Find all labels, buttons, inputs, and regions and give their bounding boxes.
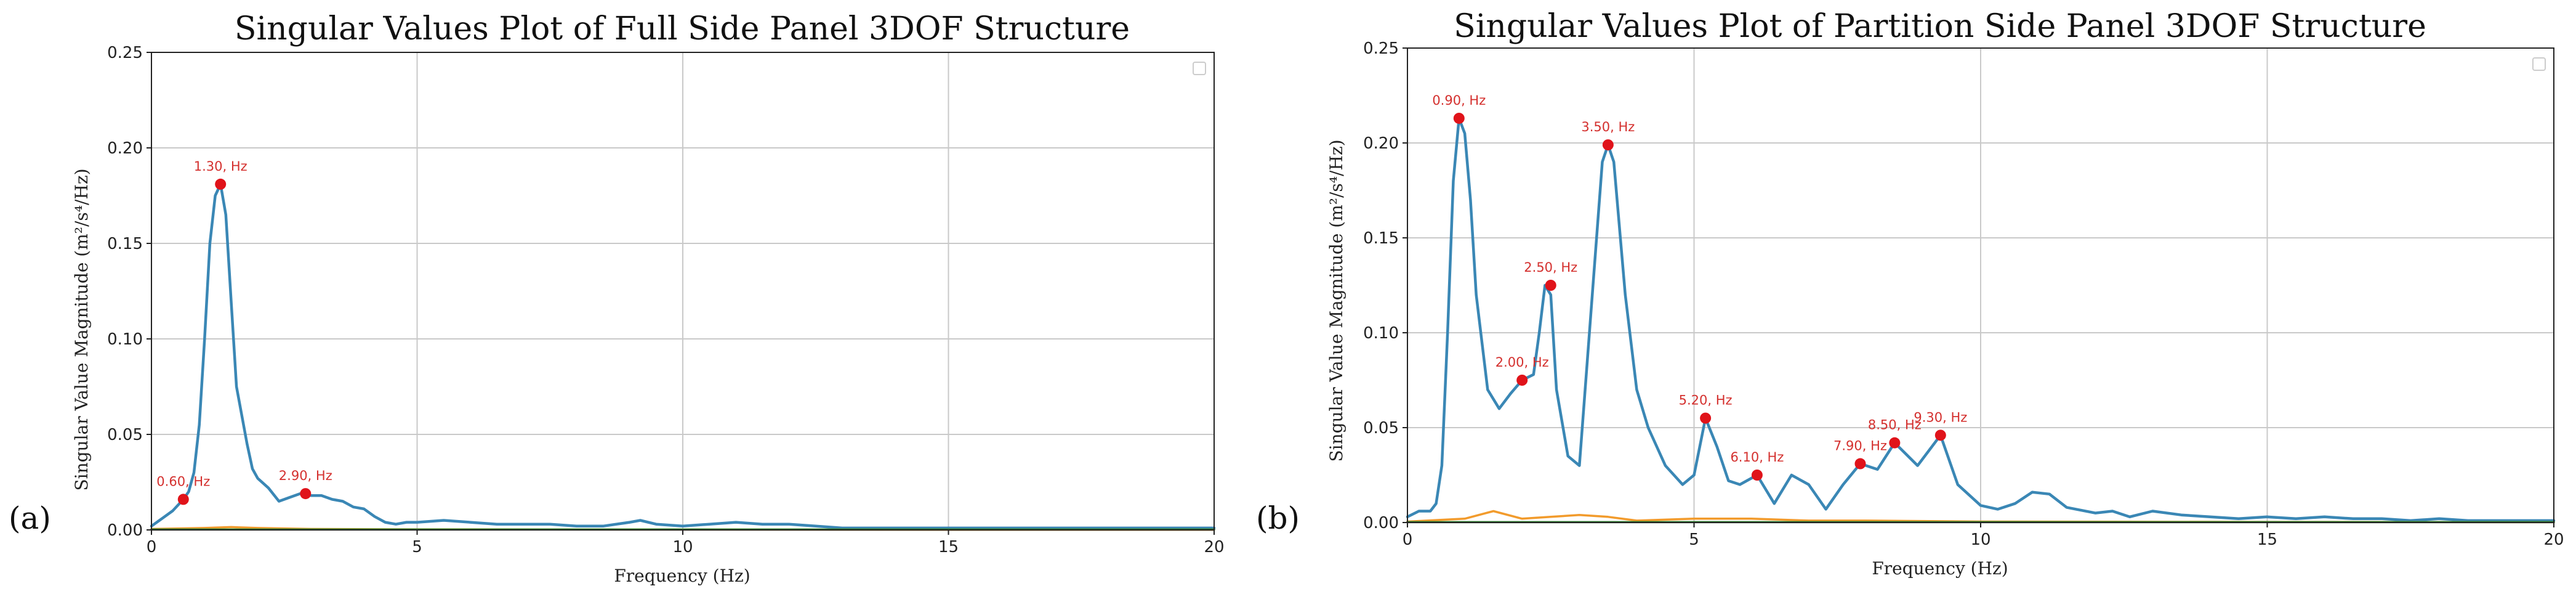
x-axis-label: Frequency (Hz) bbox=[614, 566, 750, 586]
peak-label: 8.50, Hz bbox=[1868, 418, 1922, 433]
peak-label: 2.90, Hz bbox=[279, 468, 332, 483]
y-axis-label: Singular Value Magnitude (m²/s⁴/Hz) bbox=[1326, 139, 1346, 462]
peak-label: 6.10, Hz bbox=[1730, 450, 1784, 465]
series-line-sv1 bbox=[150, 182, 1216, 530]
y-tick-label: 0.10 bbox=[107, 330, 143, 349]
peak-label: 3.50, Hz bbox=[1581, 120, 1635, 134]
y-tick-label: 0.25 bbox=[1363, 39, 1399, 58]
peak-label: 5.20, Hz bbox=[1679, 393, 1733, 408]
x-tick-label: 10 bbox=[672, 538, 693, 556]
y-tick-label: 0.10 bbox=[1363, 324, 1399, 343]
y-tick-label: 0.00 bbox=[1363, 514, 1399, 532]
y-tick-label: 0.00 bbox=[107, 521, 143, 540]
peak-label: 2.00, Hz bbox=[1495, 355, 1549, 370]
panel-letter-a: (a) bbox=[9, 500, 51, 536]
y-tick-label: 0.15 bbox=[1363, 229, 1399, 248]
peak-label: 2.50, Hz bbox=[1524, 260, 1577, 275]
peak-label: 7.90, Hz bbox=[1833, 439, 1887, 454]
y-tick-label: 0.20 bbox=[107, 139, 143, 158]
peak-marker bbox=[215, 178, 227, 190]
panel-letter-b: (b) bbox=[1256, 500, 1300, 536]
y-tick-label: 0.20 bbox=[1363, 134, 1399, 153]
y-tick-label: 0.05 bbox=[1363, 419, 1399, 437]
y-tick-label: 0.15 bbox=[107, 235, 143, 253]
legend-box bbox=[2532, 57, 2546, 71]
peak-marker bbox=[177, 494, 189, 505]
peak-marker bbox=[1854, 458, 1866, 470]
peak-marker bbox=[1934, 429, 1946, 441]
x-tick-label: 15 bbox=[938, 538, 959, 556]
peak-marker bbox=[1453, 112, 1465, 124]
peak-label: 0.90, Hz bbox=[1432, 93, 1486, 108]
peak-label: 1.30, Hz bbox=[194, 159, 248, 174]
chart-title: Singular Values Plot of Full Side Panel … bbox=[235, 10, 1130, 47]
y-axis-label: Singular Value Magnitude (m²/s⁴/Hz) bbox=[71, 168, 92, 490]
x-tick-label: 20 bbox=[2543, 531, 2564, 549]
chart-title: Singular Values Plot of Partition Side P… bbox=[1454, 8, 2426, 45]
x-tick-label: 0 bbox=[1403, 531, 1413, 549]
x-tick-label: 0 bbox=[147, 538, 157, 556]
x-tick-label: 5 bbox=[1689, 531, 1699, 549]
y-tick-label: 0.05 bbox=[107, 426, 143, 444]
peak-label: 9.30, Hz bbox=[1914, 410, 1967, 425]
chart-partition-side-panel: Singular Values Plot of Partition Side P… bbox=[1326, 8, 2564, 579]
y-tick-label: 0.25 bbox=[107, 44, 143, 62]
chart-full-side-panel: Singular Values Plot of Full Side Panel … bbox=[71, 10, 1225, 586]
legend-box bbox=[1193, 62, 1206, 75]
x-tick-label: 20 bbox=[1204, 538, 1224, 556]
peak-marker bbox=[1889, 437, 1901, 449]
peak-marker bbox=[1700, 412, 1712, 424]
x-tick-label: 15 bbox=[2257, 531, 2277, 549]
peak-label: 0.60, Hz bbox=[156, 474, 210, 489]
peak-marker bbox=[1545, 280, 1556, 291]
peak-marker bbox=[1602, 139, 1614, 151]
x-axis-label: Frequency (Hz) bbox=[1872, 558, 2008, 579]
x-tick-label: 5 bbox=[412, 538, 422, 556]
peak-marker bbox=[300, 488, 312, 500]
peak-marker bbox=[1751, 470, 1763, 481]
x-tick-label: 10 bbox=[1970, 531, 1990, 549]
peak-marker bbox=[1516, 375, 1528, 386]
